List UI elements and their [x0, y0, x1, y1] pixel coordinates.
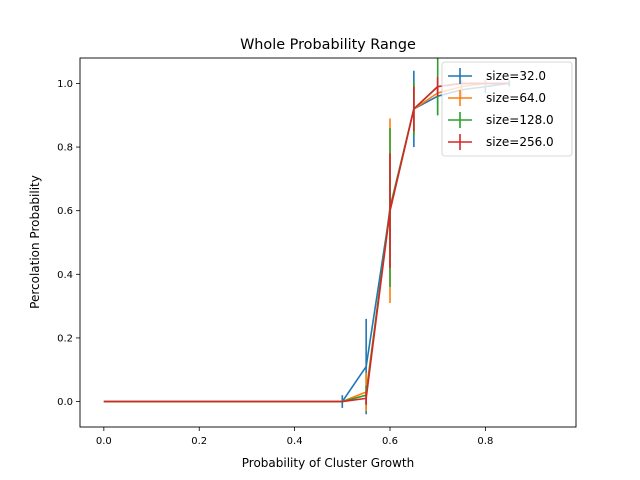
y-tick-label: 0.6	[57, 206, 73, 217]
legend-label: size=32.0	[486, 69, 546, 83]
x-tick-label: 0.2	[191, 436, 207, 447]
chart-title: Whole Probability Range	[240, 37, 416, 53]
y-axis-label: Percolation Probability	[28, 175, 42, 309]
x-axis: 0.0 0.2 0.4 0.6 0.8	[96, 427, 493, 447]
legend-label: size=256.0	[486, 135, 554, 149]
y-tick-label: 0.4	[57, 270, 73, 281]
x-tick-label: 0.6	[382, 436, 398, 447]
y-axis: 0.0 0.2 0.4 0.6 0.8 1.0	[57, 79, 80, 408]
legend-label: size=64.0	[486, 91, 546, 105]
y-tick-label: 0.2	[57, 333, 73, 344]
x-tick-label: 0.0	[96, 436, 112, 447]
y-tick-label: 0.0	[57, 397, 73, 408]
x-tick-label: 0.4	[287, 436, 303, 447]
legend-frame	[441, 61, 573, 157]
y-tick-label: 1.0	[57, 79, 73, 90]
x-axis-label: Probability of Cluster Growth	[242, 456, 414, 470]
plot-frame	[79, 57, 577, 428]
y-tick-label: 0.8	[57, 143, 73, 154]
legend-label: size=128.0	[486, 113, 554, 127]
x-tick-label: 0.8	[477, 436, 493, 447]
legend: size=32.0 size=64.0 size=128.0 size=256.0	[441, 61, 573, 157]
